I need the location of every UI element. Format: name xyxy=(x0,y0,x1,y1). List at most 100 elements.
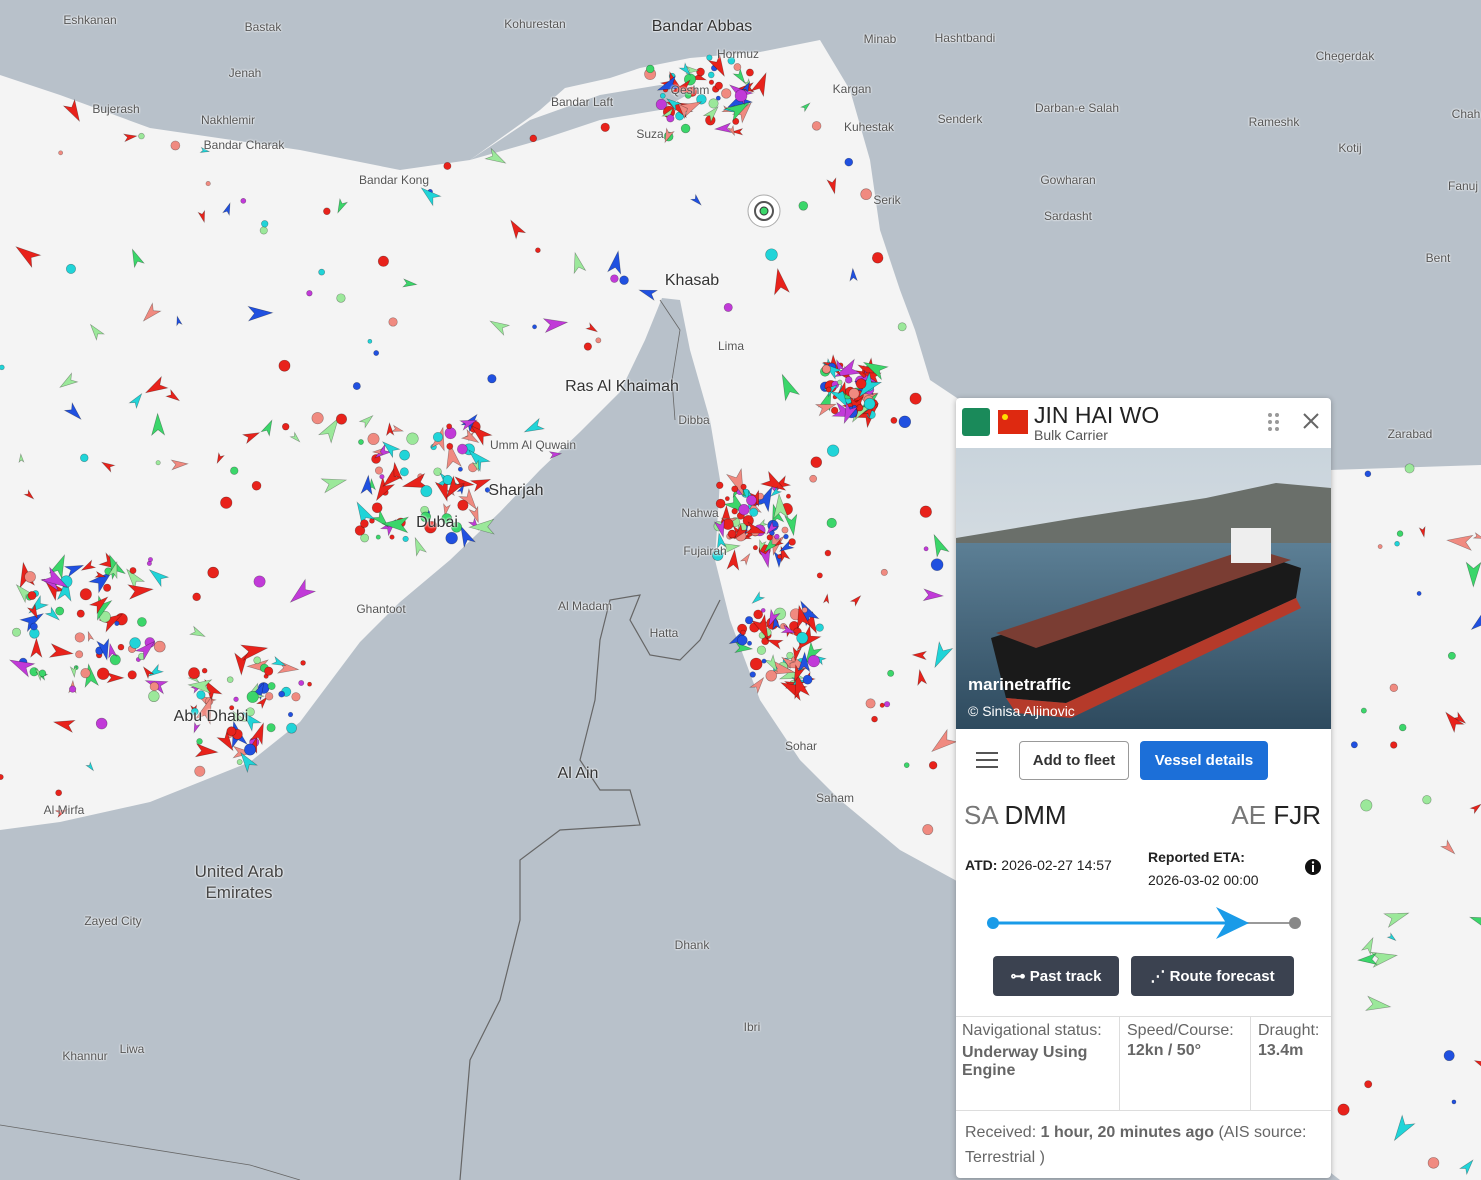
vessel-marker[interactable] xyxy=(441,475,466,501)
vessel-marker[interactable] xyxy=(175,315,183,327)
vessel-marker[interactable] xyxy=(87,322,105,341)
vessel-marker[interactable] xyxy=(837,379,843,385)
vessel-marker[interactable] xyxy=(768,503,785,526)
vessel-marker[interactable] xyxy=(1446,533,1474,551)
vessel-marker[interactable] xyxy=(377,255,389,267)
info-icon[interactable] xyxy=(1304,858,1322,876)
vessel-marker[interactable] xyxy=(1360,936,1377,956)
vessel-marker[interactable] xyxy=(143,375,169,399)
vessel-marker[interactable] xyxy=(458,488,481,513)
vessel-marker[interactable] xyxy=(23,489,35,501)
vessel-marker[interactable] xyxy=(44,606,62,623)
vessel-marker[interactable] xyxy=(194,694,219,725)
vessel-marker[interactable] xyxy=(109,654,121,666)
vessel-marker[interactable] xyxy=(731,485,739,493)
vessel-marker[interactable] xyxy=(205,181,211,187)
vessel-marker[interactable] xyxy=(727,124,737,137)
vessel-marker[interactable] xyxy=(192,592,201,602)
vessel-marker[interactable] xyxy=(371,454,381,464)
vessel-marker[interactable] xyxy=(760,470,789,497)
vessel-marker[interactable] xyxy=(1447,651,1456,660)
vessel-marker[interactable] xyxy=(712,549,724,561)
vessel-marker[interactable] xyxy=(444,427,457,440)
vessel-marker[interactable] xyxy=(774,533,780,540)
vessel-marker[interactable] xyxy=(389,534,395,540)
vessel-marker[interactable] xyxy=(765,248,778,261)
vessel-marker[interactable] xyxy=(146,565,170,588)
vessel-marker[interactable] xyxy=(442,442,462,470)
vessel-marker[interactable] xyxy=(655,75,682,96)
vessel-marker[interactable] xyxy=(155,460,161,466)
vessel-marker[interactable] xyxy=(107,560,121,580)
vessel-marker[interactable] xyxy=(374,466,384,475)
vessel-marker[interactable] xyxy=(661,127,675,144)
vessel-marker[interactable] xyxy=(535,247,541,253)
vessel-marker[interactable] xyxy=(30,637,43,658)
vessel-marker[interactable] xyxy=(153,640,166,653)
vessel-marker[interactable] xyxy=(106,642,118,659)
vessel-marker[interactable] xyxy=(388,317,398,327)
past-track-button[interactable]: ⊶ Past track xyxy=(993,956,1119,996)
vessel-marker[interactable] xyxy=(583,342,592,351)
vessel-marker[interactable] xyxy=(897,322,907,332)
vessel-marker[interactable] xyxy=(451,521,463,533)
vessel-marker[interactable] xyxy=(420,485,433,498)
vessel-marker[interactable] xyxy=(903,762,910,768)
vessel-marker[interactable] xyxy=(750,590,766,606)
vessel-marker[interactable] xyxy=(752,545,758,551)
vessel-marker[interactable] xyxy=(871,252,884,264)
vessel-marker[interactable] xyxy=(1356,952,1378,965)
vessel-marker[interactable] xyxy=(189,625,207,641)
vessel-marker[interactable] xyxy=(318,268,326,276)
vessel-marker[interactable] xyxy=(335,413,348,425)
vessel-marker[interactable] xyxy=(245,707,255,717)
vessel-marker[interactable] xyxy=(191,721,201,734)
vessel-marker[interactable] xyxy=(1451,1099,1457,1105)
vessel-marker[interactable] xyxy=(781,526,789,534)
vessel-marker[interactable] xyxy=(69,685,77,693)
vessel-marker[interactable] xyxy=(100,459,116,473)
vessel-marker[interactable] xyxy=(251,480,262,491)
vessel-marker[interactable] xyxy=(746,494,757,506)
vessel-marker[interactable] xyxy=(226,726,237,737)
vessel-marker[interactable] xyxy=(780,622,787,630)
vessel-marker[interactable] xyxy=(1394,541,1400,547)
vessel-marker[interactable] xyxy=(148,690,160,702)
vessel-marker[interactable] xyxy=(739,552,753,566)
vessel-marker[interactable] xyxy=(69,665,78,678)
vessel-marker[interactable] xyxy=(685,65,700,75)
vessel-marker[interactable] xyxy=(52,716,76,733)
vessel-marker[interactable] xyxy=(443,162,452,170)
vessel-marker[interactable] xyxy=(716,481,724,489)
vessel-marker[interactable] xyxy=(727,529,737,539)
vessel-marker[interactable] xyxy=(773,538,785,548)
vessel-marker[interactable] xyxy=(595,337,602,344)
vessel-marker[interactable] xyxy=(733,63,742,71)
vessel-marker[interactable] xyxy=(442,502,451,517)
vessel-marker[interactable] xyxy=(11,627,22,637)
vessel-marker[interactable] xyxy=(1364,470,1372,478)
vessel-marker[interactable] xyxy=(114,620,120,626)
vessel-marker[interactable] xyxy=(460,428,481,447)
vessel-marker[interactable] xyxy=(127,582,154,600)
vessel-marker[interactable] xyxy=(737,634,748,646)
vessel-marker[interactable] xyxy=(214,451,225,465)
vessel-marker[interactable] xyxy=(600,122,610,132)
vessel-marker[interactable] xyxy=(696,67,705,77)
vessel-marker[interactable] xyxy=(445,531,458,545)
vessel-marker[interactable] xyxy=(928,761,938,770)
vessel-marker[interactable] xyxy=(732,68,748,85)
vessel-marker[interactable] xyxy=(48,643,74,661)
vessel-marker[interactable] xyxy=(385,422,395,437)
vessel-marker[interactable] xyxy=(786,651,794,660)
vessel-marker[interactable] xyxy=(122,132,138,143)
vessel-marker[interactable] xyxy=(766,636,784,650)
vessel-marker[interactable] xyxy=(747,640,752,646)
vessel-marker[interactable] xyxy=(532,324,537,330)
vessel-marker[interactable] xyxy=(732,117,740,125)
vessel-marker[interactable] xyxy=(264,666,274,676)
vessel-marker[interactable] xyxy=(129,567,137,574)
vessel-marker[interactable] xyxy=(433,467,442,477)
vessel-marker[interactable] xyxy=(853,371,883,402)
vessel-marker[interactable] xyxy=(80,453,89,463)
